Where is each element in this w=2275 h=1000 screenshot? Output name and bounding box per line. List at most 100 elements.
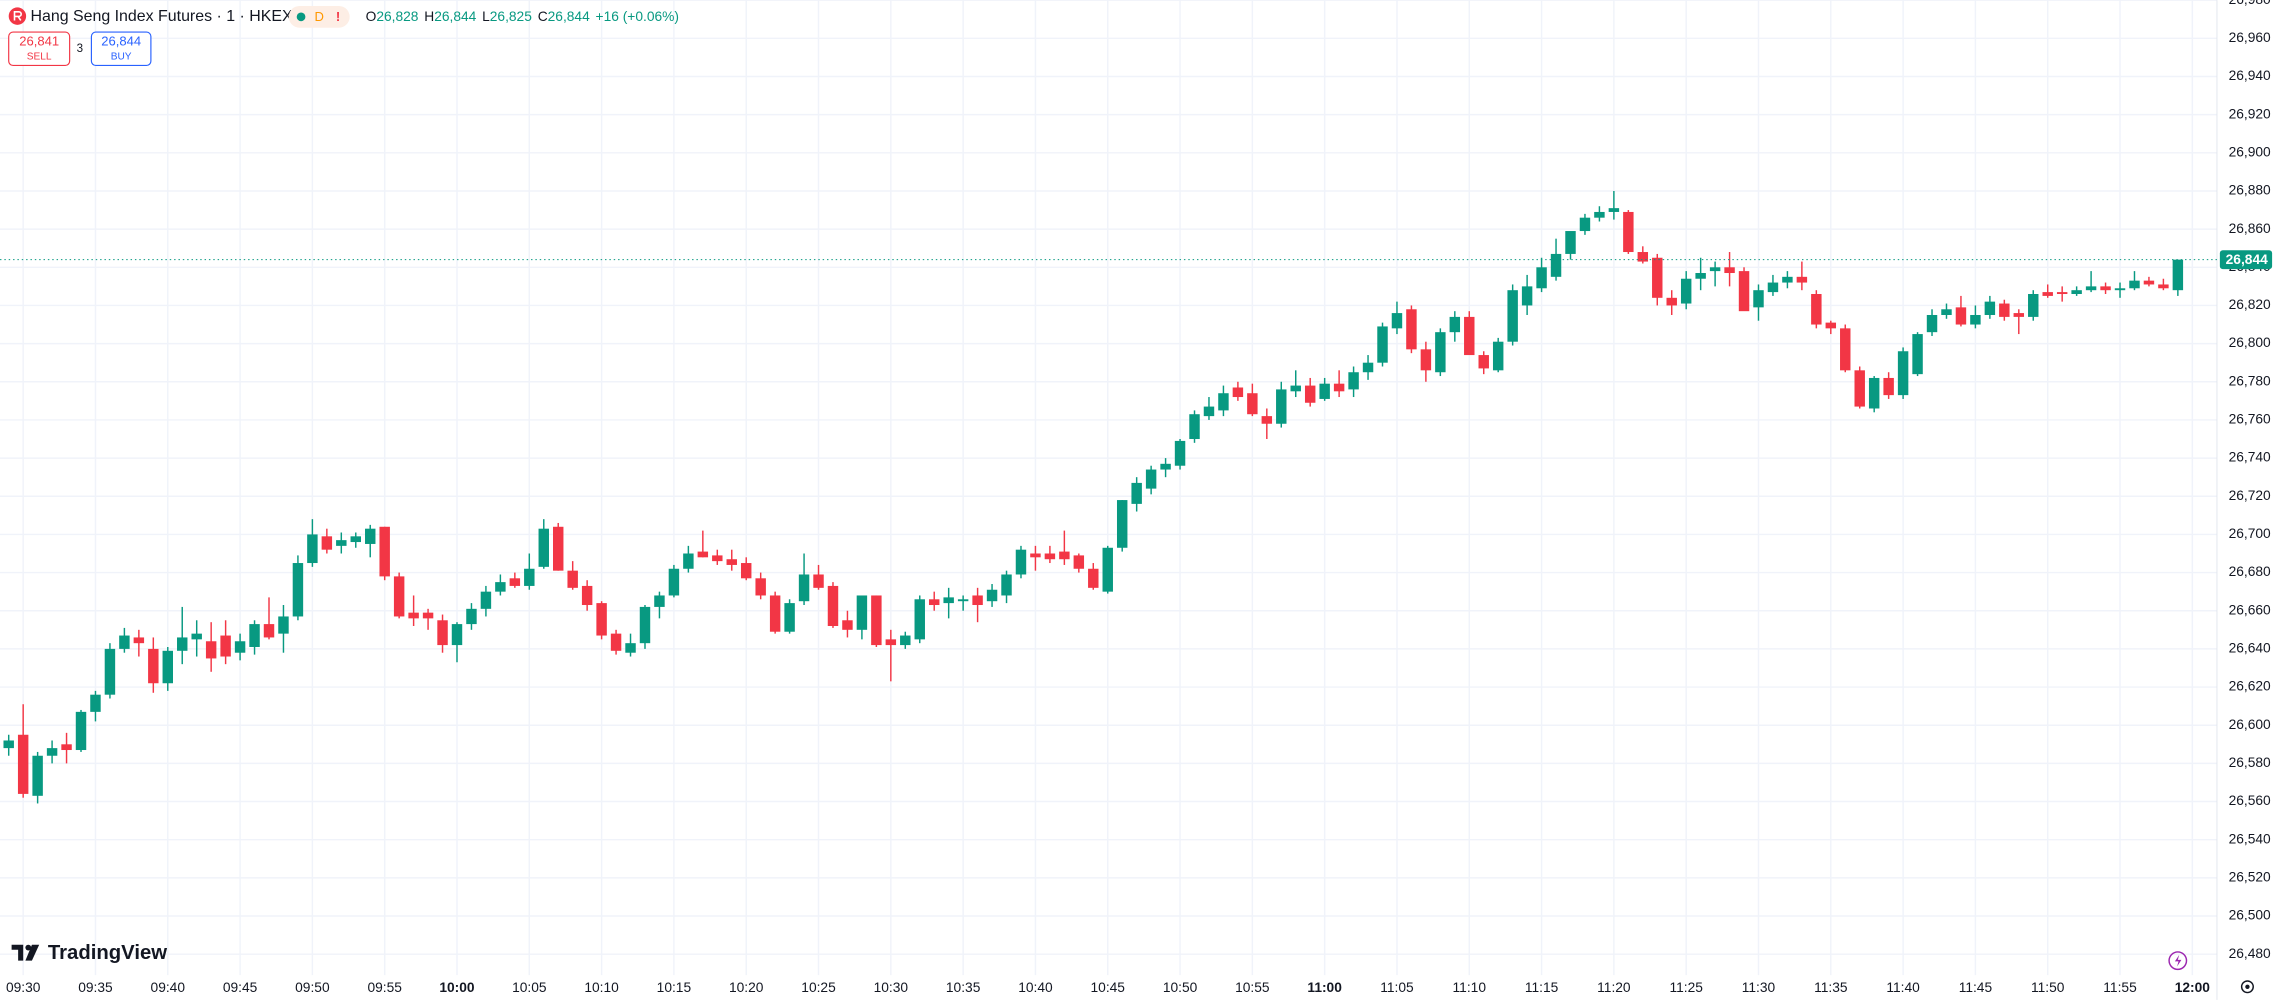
candle-body	[1724, 267, 1735, 274]
candle-body	[1276, 389, 1287, 424]
logo-mark	[25, 944, 32, 951]
ohlc-key: H	[424, 8, 434, 23]
candle-body	[263, 624, 275, 638]
x-tick-label: 09:45	[223, 980, 258, 995]
candle-body	[1131, 482, 1142, 504]
ohlc-value: 26,844	[434, 8, 476, 23]
candle-body	[495, 582, 506, 592]
candle-body	[1247, 393, 1258, 415]
symbol-title: Hang Seng Index Futures · 1 · HKEX	[30, 8, 293, 25]
candle-body	[1218, 393, 1229, 411]
candle-body	[1304, 385, 1316, 403]
x-tick-label: 11:10	[1453, 980, 1487, 995]
x-tick-label: 09:50	[295, 980, 330, 995]
candle-body	[1333, 383, 1345, 392]
x-tick-label: 11:50	[2031, 980, 2065, 995]
candle-body	[1001, 574, 1012, 596]
candle-body	[596, 603, 607, 636]
candle-body	[32, 755, 43, 796]
candle-body	[1435, 332, 1446, 373]
tradingview-logo: TradingView	[11, 942, 167, 964]
candle-body	[1840, 328, 1851, 371]
candle-body	[871, 595, 882, 646]
candle-body	[1145, 469, 1157, 489]
candle-body	[1203, 406, 1215, 417]
candle-body	[2056, 292, 2068, 295]
candles	[3, 190, 2184, 804]
candle-body	[1753, 290, 1764, 308]
lightning-icon	[2174, 954, 2182, 967]
candle-body	[784, 603, 795, 632]
y-tick-label: 26,500	[2229, 908, 2271, 923]
y-tick-label: 26,620	[2229, 679, 2271, 694]
buy-price: 26,844	[101, 34, 141, 49]
y-tick-label: 26,920	[2229, 106, 2271, 121]
settings-button[interactable]	[2240, 980, 2254, 994]
candle-body	[1521, 286, 1533, 306]
candle-body	[2172, 259, 2184, 291]
candle-body	[234, 641, 246, 653]
logo-mark	[11, 944, 24, 961]
x-tick-label: 10:15	[657, 980, 692, 995]
x-tick-label: 10:50	[1163, 980, 1198, 995]
candle-body	[1854, 370, 1865, 407]
x-tick-label: 09:40	[151, 980, 186, 995]
candle-body	[1449, 316, 1461, 333]
delay-badge[interactable]: D	[314, 9, 323, 24]
candle-body	[133, 637, 145, 644]
candle-body	[1984, 301, 1996, 315]
candle-body	[1709, 267, 1721, 272]
candle-body	[755, 578, 766, 596]
candle-body	[625, 643, 636, 653]
candle-body	[683, 553, 694, 569]
x-tick-label: 11:35	[1814, 980, 1848, 995]
candle-body	[1391, 313, 1403, 329]
candle-body	[3, 740, 14, 749]
candle-body	[1261, 416, 1273, 424]
candle-body	[1565, 231, 1576, 254]
candle-body	[46, 748, 58, 756]
candle-body	[1232, 387, 1244, 398]
x-tick-label: 10:40	[1018, 980, 1053, 995]
x-tick-label: 09:30	[6, 980, 41, 995]
logo-text: TradingView	[48, 942, 167, 964]
candle-body	[986, 589, 998, 602]
candle-body	[712, 555, 723, 562]
candle-body	[1970, 314, 1981, 325]
candle-body	[119, 635, 130, 649]
candle-body	[1189, 414, 1200, 440]
candle-body	[1680, 278, 1692, 304]
candle-body	[1941, 309, 1952, 315]
candle-body	[842, 620, 853, 630]
candle-body	[2143, 280, 2155, 285]
lightning-button[interactable]	[2168, 951, 2188, 971]
buy-button[interactable]	[90, 31, 152, 67]
y-tick-label: 26,880	[2229, 183, 2271, 198]
x-tick-label: 11:45	[1959, 980, 1993, 995]
spread: 3	[77, 42, 83, 55]
ohlc-key: L	[482, 8, 490, 23]
sell-button[interactable]	[8, 31, 71, 67]
candle-body	[1116, 500, 1128, 548]
candle-body	[1102, 547, 1113, 592]
candle-body	[408, 612, 419, 619]
alert-badge[interactable]: !	[336, 9, 340, 24]
y-tick-label: 26,640	[2229, 641, 2271, 656]
ohlc-value: 26,828	[376, 8, 418, 23]
y-tick-label: 26,480	[2229, 946, 2271, 961]
y-tick-label: 26,820	[2229, 297, 2271, 312]
x-tick-label: 10:10	[584, 980, 619, 995]
candle-body	[2042, 292, 2053, 296]
candle-body	[697, 551, 709, 558]
x-tick-label: 11:05	[1380, 980, 1414, 995]
sell-label: SELL	[27, 51, 52, 62]
settings-icon	[2245, 984, 2250, 989]
candle-body	[2071, 290, 2082, 295]
candle-body	[2100, 286, 2111, 291]
candle-body	[1782, 276, 1793, 283]
candle-body	[2114, 288, 2126, 291]
candle-body	[1868, 377, 1880, 409]
